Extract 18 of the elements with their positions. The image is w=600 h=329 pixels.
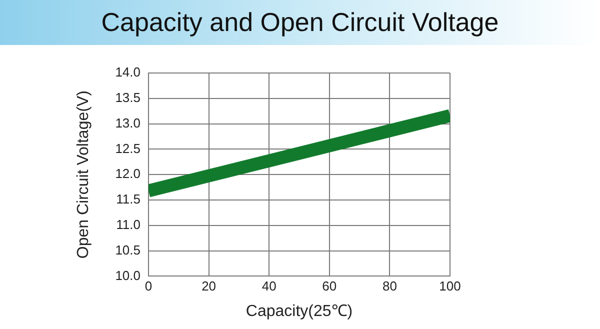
x-tick-label: 20 (202, 278, 216, 294)
y-tick-label: 12.5 (115, 140, 140, 156)
x-tick-label: 40 (262, 278, 276, 294)
y-tick-label: 12.0 (115, 166, 140, 182)
y-tick-label: 13.5 (115, 90, 140, 105)
y-axis-title: Open Circuit Voltage(V) (75, 90, 92, 259)
y-tick-label: 10.0 (115, 268, 140, 283)
x-axis-title: Capacity(25℃) (246, 302, 353, 320)
x-tick-label: 60 (322, 278, 337, 294)
y-tick-label: 13.0 (115, 115, 140, 130)
x-tick-label: 80 (382, 278, 397, 294)
x-tick-label: 100 (439, 278, 461, 294)
x-tick-label: 0 (144, 278, 152, 294)
y-tick-label: 14.0 (115, 64, 140, 80)
y-tick-label: 11.5 (116, 192, 140, 207)
y-tick-label: 11.0 (116, 216, 140, 232)
chart-title: Capacity and Open Circuit Voltage (101, 7, 499, 38)
y-tick-label: 10.5 (115, 242, 140, 258)
